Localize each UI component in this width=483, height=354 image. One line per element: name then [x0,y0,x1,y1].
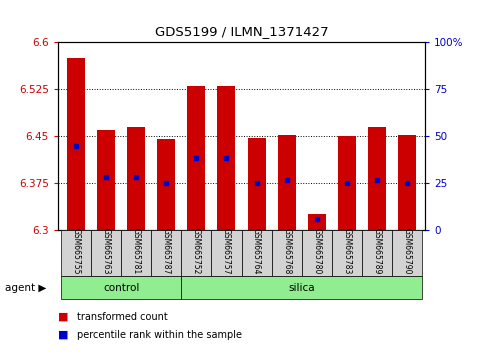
Bar [97,130,115,230]
Text: GSM665764: GSM665764 [252,228,261,274]
Text: GSM665757: GSM665757 [222,228,231,274]
Text: GSM665787: GSM665787 [162,228,171,274]
Text: GDS5199 / ILMN_1371427: GDS5199 / ILMN_1371427 [155,25,328,38]
Text: GSM665783: GSM665783 [342,228,351,274]
Text: GSM665781: GSM665781 [132,228,141,274]
Bar [308,215,326,230]
Text: silica: silica [288,282,315,293]
Bar [398,135,416,230]
Bar [368,127,386,230]
Text: GSM665768: GSM665768 [282,228,291,274]
Bar [278,135,296,230]
Text: GSM665763: GSM665763 [101,228,111,274]
Bar [217,86,236,230]
Bar [127,127,145,230]
Text: GSM665790: GSM665790 [402,228,412,274]
Text: agent ▶: agent ▶ [5,282,46,293]
Text: ■: ■ [58,330,69,339]
Bar [338,136,356,230]
Text: percentile rank within the sample: percentile rank within the sample [77,330,242,339]
Text: GSM665789: GSM665789 [372,228,382,274]
Text: control: control [103,282,139,293]
Bar [247,138,266,230]
Text: ■: ■ [58,312,69,322]
Text: GSM665752: GSM665752 [192,228,201,274]
Text: transformed count: transformed count [77,312,168,322]
Text: GSM665780: GSM665780 [312,228,321,274]
Bar [187,86,205,230]
Bar [67,58,85,230]
Text: GSM665755: GSM665755 [71,228,81,274]
Bar [157,139,175,230]
